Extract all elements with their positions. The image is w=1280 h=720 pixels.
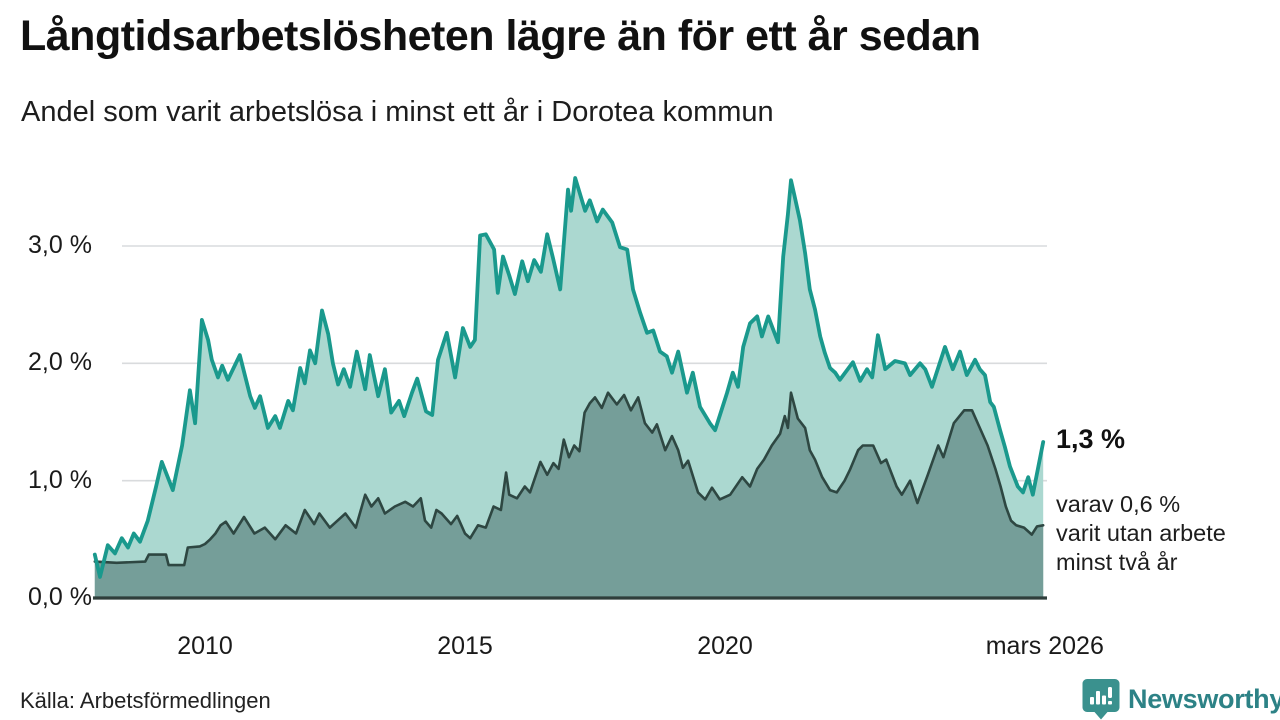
newsworthy-logo-text: Newsworthy xyxy=(1128,683,1280,714)
y-tick-label-2: 2,0 % xyxy=(28,348,92,377)
y-tick-label-3: 3,0 % xyxy=(28,231,92,259)
x-tick-label-3: mars 2026 xyxy=(985,632,1104,660)
chart-title: Långtidsarbetslösheten lägre än för ett … xyxy=(20,12,981,60)
note-line-3: minst två år xyxy=(1056,549,1178,575)
secondary-series-note: varav 0,6 % varit utan arbete minst två … xyxy=(1056,490,1226,577)
x-tick-label-1: 2015 xyxy=(437,632,493,660)
source-label: Källa: Arbetsförmedlingen xyxy=(20,688,271,713)
two-year-line xyxy=(93,391,1045,567)
note-line-2: varit utan arbete xyxy=(1056,520,1226,546)
x-tick-label-2: 2020 xyxy=(697,632,753,660)
latest-value-label: 1,3 % xyxy=(1056,424,1126,454)
y-tick-label-1: 1,0 % xyxy=(28,465,92,494)
two-year-area xyxy=(94,392,1044,598)
note-line-1: varav 0,6 % xyxy=(1056,491,1181,517)
chart-subtitle: Andel som varit arbetslösa i minst ett å… xyxy=(21,96,774,128)
x-tick-label-0: 2010 xyxy=(177,632,233,660)
one-year-line xyxy=(92,176,1046,579)
newsworthy-brand: Newsworthy xyxy=(1082,678,1280,720)
y-tick-label-0: 0,0 % xyxy=(28,583,92,611)
bar-chart-speech-bubble-icon xyxy=(1082,679,1120,720)
